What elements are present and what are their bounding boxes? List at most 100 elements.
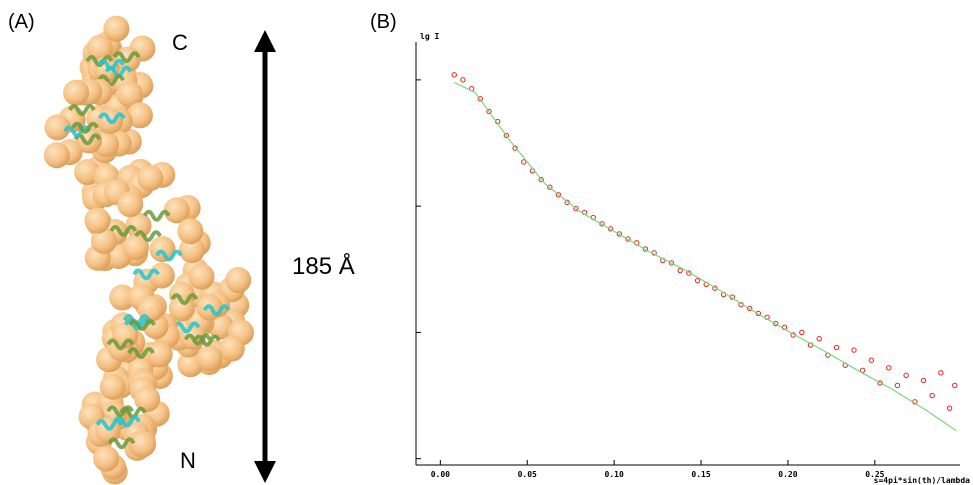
sphere xyxy=(103,15,130,42)
sphere xyxy=(134,386,161,413)
sphere xyxy=(122,234,149,261)
data-point xyxy=(521,159,527,165)
data-point xyxy=(920,377,927,384)
helix xyxy=(183,333,212,346)
helix xyxy=(97,58,125,71)
data-point xyxy=(512,145,518,151)
molecule-model xyxy=(43,15,254,485)
x-tick-label: 0.20 xyxy=(778,470,797,479)
data-point xyxy=(773,320,779,327)
x-axis-label: s=4pi*sin(th)/lambda xyxy=(874,475,971,485)
data-point xyxy=(946,405,953,411)
helix xyxy=(98,112,126,125)
helix xyxy=(85,55,114,67)
data-point xyxy=(938,370,944,376)
data-point xyxy=(477,96,484,102)
sphere xyxy=(207,313,234,340)
data-point xyxy=(668,260,675,266)
data-point xyxy=(451,72,457,78)
helix xyxy=(68,104,96,116)
data-point xyxy=(607,226,614,232)
sphere xyxy=(188,263,215,290)
sphere xyxy=(44,114,71,141)
data-point xyxy=(851,347,857,353)
x-tick-label: 0.15 xyxy=(691,470,710,479)
sphere xyxy=(93,445,120,472)
x-tick-label: 0.05 xyxy=(518,470,537,479)
data-point xyxy=(746,305,753,312)
data-point xyxy=(616,231,623,237)
sphere xyxy=(137,165,164,192)
helix xyxy=(132,268,160,281)
helix xyxy=(106,338,135,351)
sphere xyxy=(148,262,175,289)
data-point xyxy=(642,246,649,252)
data-point xyxy=(868,357,875,363)
fit-line xyxy=(453,81,957,432)
data-point xyxy=(599,221,605,227)
sphere xyxy=(116,81,143,108)
data-point xyxy=(877,380,883,386)
sphere xyxy=(86,34,113,61)
sphere xyxy=(43,142,70,169)
data-point xyxy=(538,176,544,183)
sphere xyxy=(130,431,157,458)
helix xyxy=(172,321,201,334)
data-point xyxy=(799,329,805,336)
sphere xyxy=(178,236,205,263)
panel-label: (A) xyxy=(8,11,35,33)
sphere xyxy=(84,207,111,234)
helix xyxy=(123,318,152,331)
data-point xyxy=(555,192,562,198)
sphere xyxy=(196,345,223,372)
helix xyxy=(107,437,136,450)
sphere xyxy=(218,335,245,362)
sphere xyxy=(177,218,204,245)
sphere xyxy=(146,341,173,368)
data-point xyxy=(460,77,466,83)
data-point xyxy=(755,310,762,317)
helix xyxy=(170,293,199,306)
helix xyxy=(202,304,231,317)
helix xyxy=(134,230,162,243)
helix xyxy=(112,51,141,64)
data-point xyxy=(952,382,958,389)
helix xyxy=(113,415,141,428)
data-point xyxy=(564,199,570,206)
panel-label: (B) xyxy=(370,11,397,33)
helix xyxy=(193,334,221,347)
data-point xyxy=(573,205,579,212)
data-point xyxy=(929,392,935,399)
sphere xyxy=(163,197,190,224)
sphere xyxy=(125,212,152,239)
terminal-label: C xyxy=(172,30,188,55)
data-point xyxy=(677,267,683,274)
x-tick-label: 0.00 xyxy=(431,470,450,479)
data-point xyxy=(903,372,909,379)
helix xyxy=(128,319,156,331)
data-point xyxy=(503,132,510,139)
helix xyxy=(142,209,171,222)
sphere xyxy=(225,267,252,294)
helix xyxy=(71,121,99,134)
double-arrow xyxy=(254,30,276,483)
helix xyxy=(63,125,91,138)
sphere xyxy=(99,373,126,400)
x-tick-label: 0.25 xyxy=(865,470,884,479)
sphere xyxy=(149,236,176,263)
helix xyxy=(95,418,124,431)
data-point xyxy=(625,236,631,242)
data-point xyxy=(694,277,701,284)
helix xyxy=(155,249,183,262)
sphere xyxy=(63,79,90,106)
data-point xyxy=(486,108,492,115)
sphere xyxy=(117,191,144,218)
sphere xyxy=(90,227,117,254)
data-point xyxy=(833,344,840,351)
x-tick-label: 0.10 xyxy=(605,470,624,479)
helix xyxy=(97,74,125,87)
data-point xyxy=(816,336,822,342)
data-point xyxy=(547,184,553,190)
helix xyxy=(106,405,134,418)
